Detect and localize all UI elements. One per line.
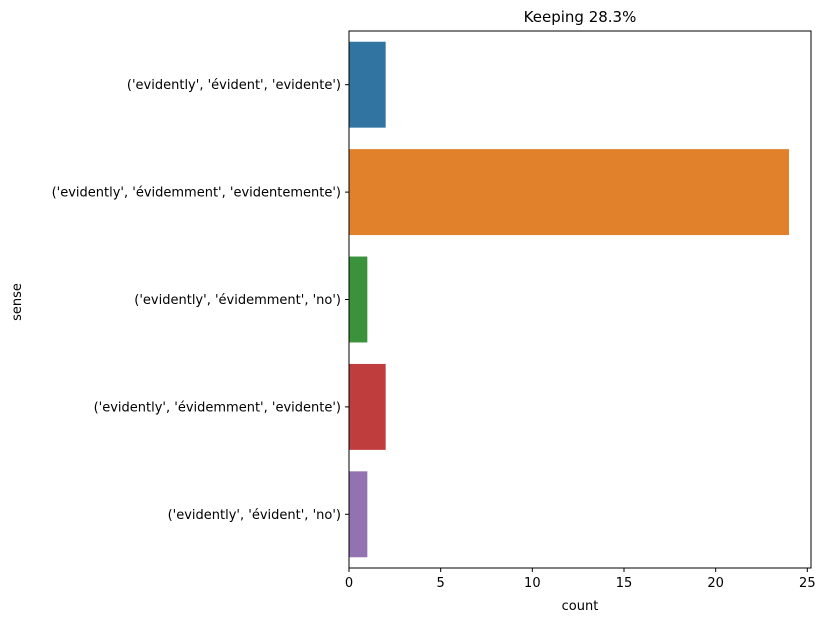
- bar: [349, 149, 789, 236]
- y-tick-label: ('evidently', 'évident', 'evidente'): [127, 78, 341, 93]
- x-tick-label: 5: [437, 576, 445, 591]
- bar: [349, 471, 368, 558]
- bar: [349, 256, 368, 343]
- x-tick-label: 20: [707, 576, 724, 591]
- y-tick-label: ('evidently', 'évident', 'no'): [168, 508, 341, 523]
- bar: [349, 363, 386, 450]
- x-tick-label: 25: [799, 576, 816, 591]
- y-axis-label: sense: [10, 283, 25, 321]
- bars-layer: [349, 41, 789, 558]
- x-axis-label: count: [562, 599, 599, 614]
- axes-layer: ('evidently', 'évident', 'evidente') ('ev…: [52, 30, 816, 591]
- x-tick-label: 15: [616, 576, 633, 591]
- y-tick-label: ('evidently', 'évidemment', 'no'): [134, 293, 341, 308]
- y-tick-label: ('evidently', 'évidemment', 'evidente'): [94, 400, 341, 415]
- chart-title: Keeping 28.3%: [524, 8, 637, 26]
- x-tick-label: 0: [345, 576, 353, 591]
- bar: [349, 41, 386, 128]
- y-tick-label: ('evidently', 'évidemment', 'evidentemen…: [52, 186, 341, 201]
- plot-frame: [348, 30, 812, 569]
- x-tick-label: 10: [524, 576, 541, 591]
